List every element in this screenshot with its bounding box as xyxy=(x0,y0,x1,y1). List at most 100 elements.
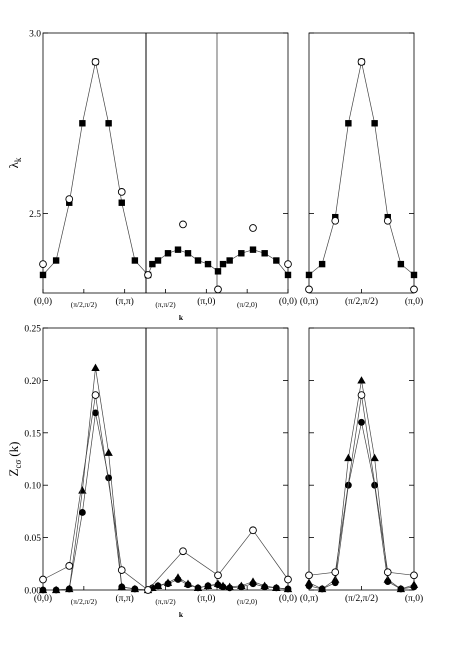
data-point xyxy=(397,585,405,593)
data-point xyxy=(184,250,192,257)
data-point xyxy=(331,216,340,225)
data-point xyxy=(174,246,182,253)
data-point xyxy=(105,120,112,127)
y-tick-label: 0.10 xyxy=(24,482,41,492)
data-point xyxy=(357,391,366,399)
data-point xyxy=(410,271,418,279)
data-point xyxy=(118,583,126,591)
data-point xyxy=(284,585,292,593)
data-point xyxy=(318,260,326,268)
series-line xyxy=(308,61,415,276)
series-filled-triangle xyxy=(38,363,293,594)
x-tick-label: (π/2,0) xyxy=(237,597,258,606)
data-point xyxy=(371,120,378,127)
x-tick-label: (π,0) xyxy=(197,593,215,604)
chart-panel-2: 0.00 0.05 0.10 0.15 0.20 0.25 (0,0) (π/2,π/2) (π… xyxy=(6,325,423,620)
data-point xyxy=(149,260,156,268)
series-filled-triangle xyxy=(304,376,419,593)
data-point xyxy=(261,583,269,591)
y-tick-label: 0.00 xyxy=(24,587,41,597)
data-point xyxy=(204,260,212,268)
data-point xyxy=(117,566,126,574)
data-point xyxy=(345,120,352,127)
data-point xyxy=(249,526,257,535)
data-point xyxy=(384,578,392,586)
series-open-circle xyxy=(39,58,292,294)
data-point xyxy=(305,271,313,279)
data-point xyxy=(249,224,257,232)
y-tick-label: 0.20 xyxy=(24,377,41,387)
data-point xyxy=(305,285,313,294)
data-point xyxy=(52,586,60,594)
x-axis-title: k xyxy=(179,610,184,619)
plot-frame xyxy=(42,327,289,591)
x-tick-label: (0,π) xyxy=(300,296,318,307)
x-tick-label: (π/2,π/2) xyxy=(71,597,98,606)
data-point xyxy=(305,582,313,590)
x-axis-title: k xyxy=(179,313,184,322)
series-filled-square xyxy=(39,58,292,279)
x-tick-label: (π,0) xyxy=(197,296,215,307)
x-tick-label: (π,π) xyxy=(116,593,134,604)
data-point xyxy=(91,391,100,399)
data-point xyxy=(370,453,379,462)
x-tick-label: (π,π) xyxy=(116,296,134,307)
data-point xyxy=(91,363,100,371)
series-line xyxy=(308,380,415,590)
data-point xyxy=(52,257,60,264)
x-tick-label: (π,π/2) xyxy=(155,597,176,606)
data-point xyxy=(272,584,280,592)
data-point xyxy=(410,583,418,591)
series-filled-circle xyxy=(305,418,418,593)
series-line xyxy=(43,412,289,591)
y-tick-label: 0.15 xyxy=(24,429,41,439)
data-point xyxy=(118,199,125,206)
data-point xyxy=(154,257,162,264)
data-point xyxy=(214,268,222,275)
data-point xyxy=(261,250,268,257)
data-point xyxy=(357,376,366,384)
data-point xyxy=(219,583,227,591)
data-point xyxy=(184,581,192,589)
data-point xyxy=(91,58,100,66)
data-point xyxy=(238,250,245,257)
data-point xyxy=(78,486,87,494)
series-open-circle xyxy=(39,391,292,594)
data-point xyxy=(164,580,172,588)
data-point xyxy=(383,216,392,225)
x-tick-label: (0,0) xyxy=(34,593,52,604)
data-point xyxy=(284,575,292,584)
data-point xyxy=(410,285,418,294)
data-point xyxy=(174,576,182,583)
y-axis-title-suffix: (k) xyxy=(6,442,21,457)
data-point xyxy=(79,120,86,127)
data-point xyxy=(105,474,113,482)
data-point xyxy=(194,257,202,264)
series-filled-square xyxy=(305,58,418,279)
data-point xyxy=(194,584,202,592)
x-tick-label: (0,0) xyxy=(279,593,297,604)
data-point xyxy=(39,260,47,268)
data-point xyxy=(383,568,392,577)
right-subplot: (0,π) (π/2,π/2) (π,0) xyxy=(300,32,423,307)
x-tick-label: (π,π/2) xyxy=(155,300,176,309)
data-point xyxy=(284,271,292,279)
y-tick-label: 2.5 xyxy=(29,210,41,220)
data-point xyxy=(164,250,172,257)
data-point xyxy=(179,547,187,556)
plot-frame xyxy=(308,327,415,591)
data-point xyxy=(214,571,222,580)
data-point xyxy=(249,246,257,253)
data-point xyxy=(131,585,139,593)
series-open-circle xyxy=(305,58,418,294)
data-point xyxy=(104,448,113,456)
y-tick-label: 0.05 xyxy=(24,534,41,544)
y-axis-title: Zcσ(k) xyxy=(6,442,23,477)
x-tick-label: (π/2,0) xyxy=(237,300,258,309)
data-point xyxy=(331,579,339,587)
data-point xyxy=(273,257,280,264)
series-line xyxy=(42,61,289,276)
x-tick-label: (π/2,π/2) xyxy=(345,296,378,307)
x-tick-label: (0,0) xyxy=(34,296,52,307)
